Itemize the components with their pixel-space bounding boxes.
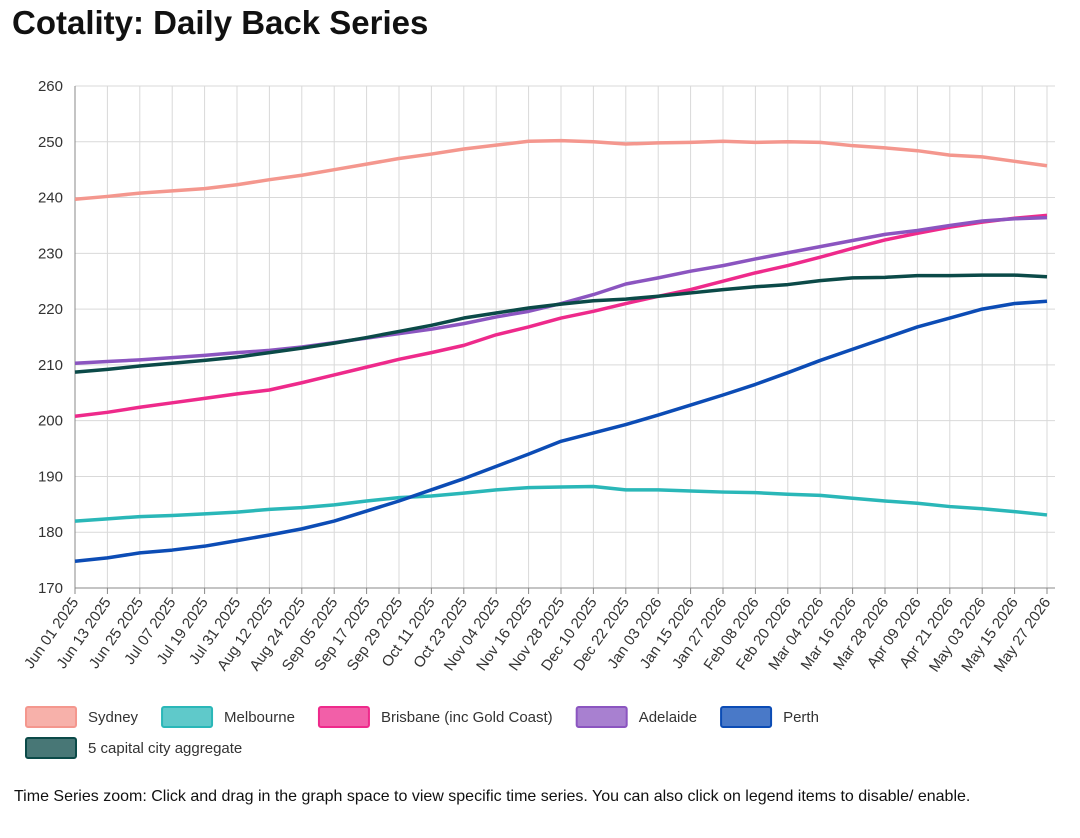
- legend-label[interactable]: 5 capital city aggregate: [88, 740, 242, 757]
- y-tick-label: 170: [38, 580, 63, 597]
- series-line: [74, 299, 1048, 563]
- legend-label[interactable]: Brisbane (inc Gold Coast): [381, 709, 553, 726]
- y-tick-label: 220: [38, 301, 63, 318]
- y-tick-label: 210: [38, 357, 63, 374]
- legend-label[interactable]: Adelaide: [639, 709, 697, 726]
- legend-swatch[interactable]: [720, 706, 773, 728]
- chart: Cotality: Daily Back Series 170 180 190 200…: [12, 4, 1055, 759]
- series-line: [74, 213, 1048, 418]
- legend-label[interactable]: Sydney: [88, 709, 139, 726]
- legend-swatch[interactable]: [25, 737, 77, 759]
- y-tick-label: 180: [38, 524, 63, 541]
- legend-swatch[interactable]: [575, 706, 628, 728]
- footnote: Time Series zoom: Click and drag in the …: [14, 788, 971, 805]
- legend-swatch[interactable]: [317, 706, 370, 728]
- series-line: [74, 138, 1048, 201]
- legend-label[interactable]: Perth: [783, 709, 819, 726]
- legend-label[interactable]: Melbourne: [224, 709, 295, 726]
- y-tick-label: 230: [38, 245, 63, 262]
- chart-title: Cotality: Daily Back Series: [12, 4, 428, 41]
- y-tick-label: 240: [38, 190, 63, 207]
- legend-swatch[interactable]: [25, 706, 77, 728]
- y-tick-label: 200: [38, 413, 63, 430]
- y-tick-label: 260: [38, 78, 63, 95]
- series-line: [74, 273, 1048, 374]
- series-line: [74, 484, 1048, 523]
- y-tick-label: 190: [38, 468, 63, 485]
- legend-swatch[interactable]: [161, 706, 214, 728]
- y-tick-label: 250: [38, 134, 63, 151]
